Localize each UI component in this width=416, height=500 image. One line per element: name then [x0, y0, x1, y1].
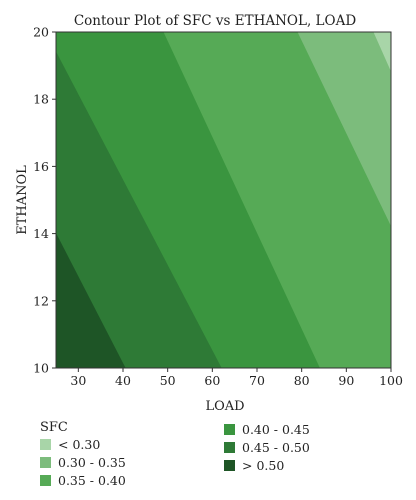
legend-title: SFC — [40, 420, 68, 435]
y-tick-label: 12 — [33, 293, 49, 308]
x-axis-label: LOAD — [205, 399, 244, 414]
y-tick-label: 16 — [33, 159, 49, 174]
y-axis-label: ETHANOL — [15, 165, 30, 235]
x-tick-label: 70 — [249, 373, 265, 388]
y-tick-label: 10 — [33, 361, 49, 376]
chart-title: Contour Plot of SFC vs ETHANOL, LOAD — [74, 13, 356, 29]
legend-label: > 0.50 — [242, 458, 285, 473]
legend: SFC < 0.30 0.30 - 0.35 0.35 - 0.40 0.40 - 0… — [38, 420, 398, 496]
x-tick-label: 40 — [115, 373, 131, 388]
x-tick-label: 50 — [160, 373, 176, 388]
legend-swatch — [224, 424, 235, 435]
contour-bands — [55, 31, 392, 369]
legend-item: 0.40 - 0.45 — [224, 422, 310, 437]
legend-item: > 0.50 — [224, 458, 284, 473]
x-tick-label: 90 — [338, 373, 354, 388]
legend-swatch — [224, 460, 235, 471]
x-tick-label: 80 — [294, 373, 310, 388]
legend-label: 0.45 - 0.50 — [242, 440, 310, 455]
legend-item: < 0.30 — [40, 437, 100, 452]
legend-swatch — [40, 457, 51, 468]
y-tick-label: 18 — [33, 92, 49, 107]
legend-swatch — [40, 475, 51, 486]
plot-frame — [55, 31, 392, 369]
legend-swatch — [40, 439, 51, 450]
legend-label: 0.40 - 0.45 — [242, 422, 310, 437]
x-tick-label: 30 — [70, 373, 86, 388]
legend-label: 0.35 - 0.40 — [58, 473, 126, 488]
y-tick-label: 14 — [33, 226, 49, 241]
x-tick-label: 100 — [379, 373, 403, 388]
legend-label: 0.30 - 0.35 — [58, 455, 126, 470]
legend-item: 0.30 - 0.35 — [40, 455, 126, 470]
x-tick-label: 60 — [204, 373, 220, 388]
legend-swatch — [224, 442, 235, 453]
axes: 30 40 50 60 70 80 90 100 10 12 14 16 18 20 — [33, 25, 403, 389]
legend-item: 0.45 - 0.50 — [224, 440, 310, 455]
legend-item: 0.35 - 0.40 — [40, 473, 126, 488]
legend-label: < 0.30 — [58, 437, 101, 452]
y-tick-label: 20 — [33, 25, 49, 40]
